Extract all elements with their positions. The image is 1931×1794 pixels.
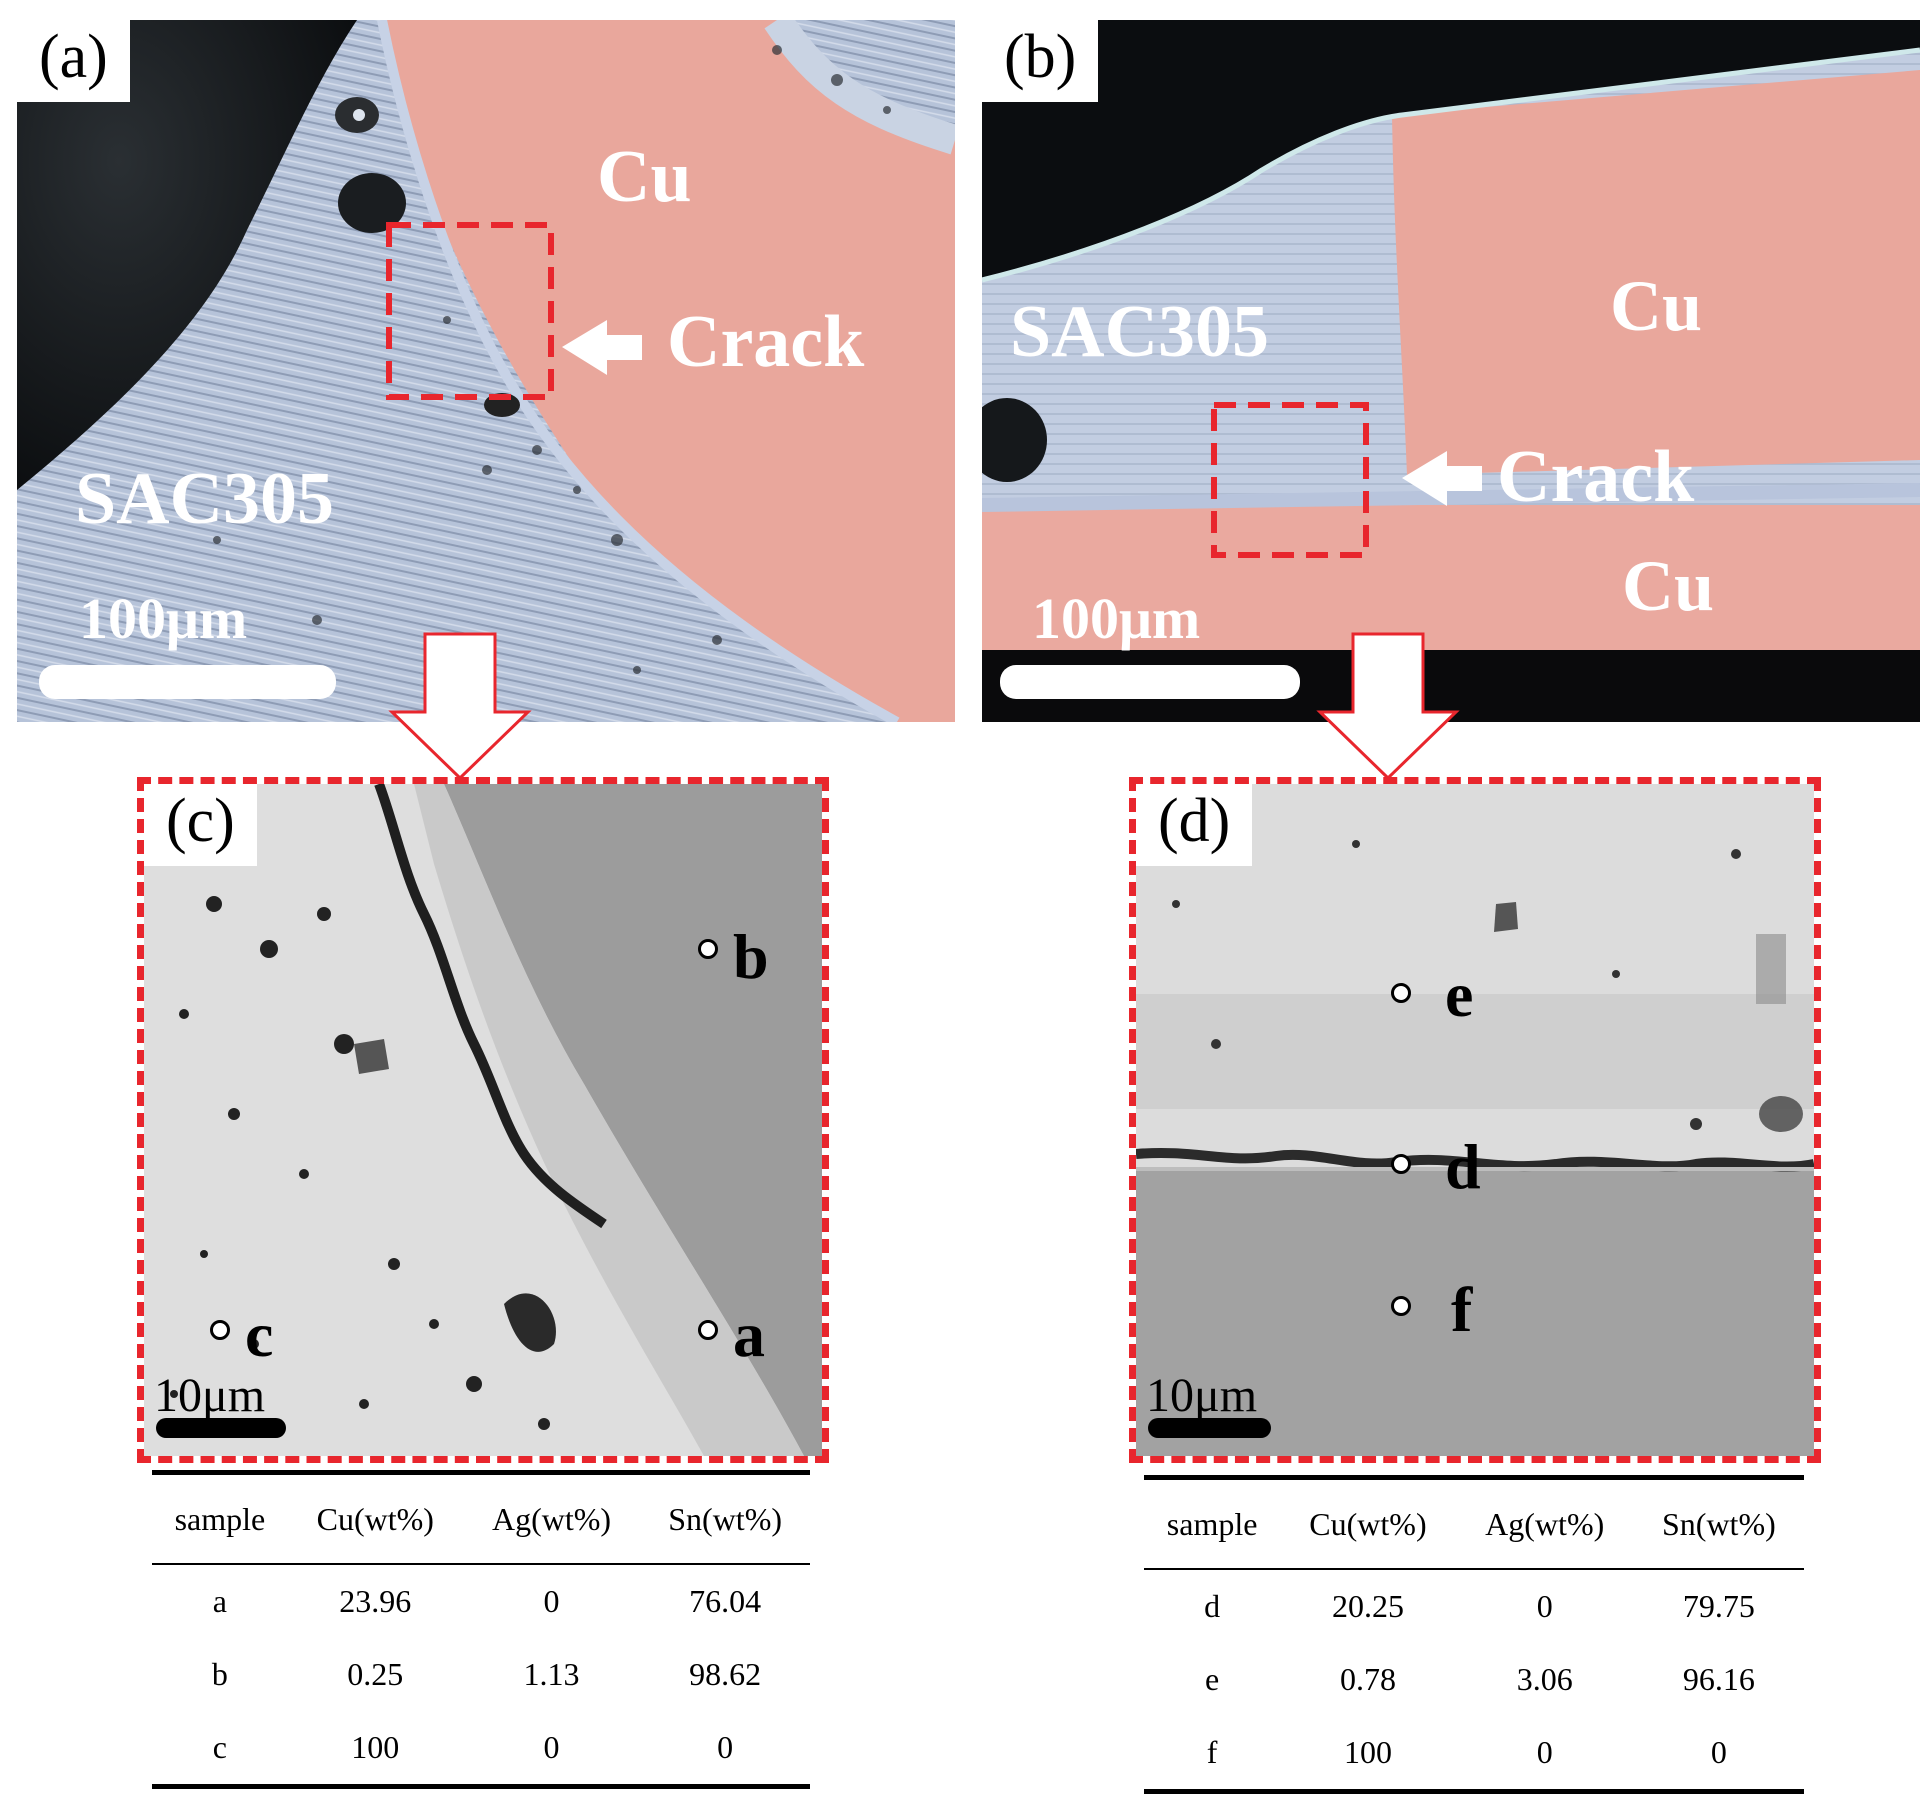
header-cu: Cu(wt%) [1280,1477,1456,1570]
cell: d [1204,1588,1221,1624]
scale-label-a: 100μm [79,586,248,651]
cell: 0 [462,1711,641,1789]
cell: c [152,1711,288,1789]
cell: 100 [1280,1716,1456,1794]
header-sample: sample [1144,1477,1281,1570]
cell: b [211,1656,228,1692]
point-label-f: f [1451,1274,1473,1345]
cu-label-a: Cu [597,136,692,218]
cell: e [1205,1661,1220,1697]
table-row: f 100 0 0 [1144,1716,1804,1794]
cell: 100 [287,1711,463,1789]
header-ag: Ag(wt%) [1455,1477,1634,1570]
point-label-b: b [733,921,769,992]
zoom-arrow-a [388,632,532,781]
header-sample: sample [152,1472,288,1565]
point-label-d: d [1445,1131,1481,1202]
micrograph-a-image [17,20,955,722]
table-header-row: sample Cu(wt%) Ag(wt%) Sn(wt%) [152,1472,810,1565]
point-label-a: a [733,1299,765,1370]
sem-image-d-art [1136,784,1814,1456]
panel-label-d: (d) [1136,784,1253,866]
cell: 76.04 [689,1583,762,1619]
header-ag: Ag(wt%) [462,1472,641,1565]
scale-label-d: 10μm [1146,1369,1258,1422]
table-row: e 0.78 3.06 96.16 [1144,1643,1804,1716]
crack-label-a: Crack [667,301,865,383]
scale-bar-b [1000,665,1300,699]
point-marker-e [1391,983,1411,1003]
table-row: a 23.96 0 76.04 [152,1564,810,1638]
cell: 96.16 [1682,1661,1755,1697]
micrograph-b: (b) Cu Crack Cu SAC305 100μm [982,20,1920,722]
cell: 23.96 [339,1583,412,1619]
cell: 0.25 [347,1656,404,1692]
sem-image-c-art [144,784,822,1456]
table-row: b 0.25 1.13 98.62 [152,1638,810,1711]
micrograph-b-image [982,20,1920,722]
cell: 3.06 [1516,1661,1573,1697]
cell: 20.25 [1331,1588,1404,1624]
cell: a [212,1583,227,1619]
cell: 79.75 [1682,1588,1755,1624]
sem-image-d [1136,784,1814,1456]
sem-frame-c [137,777,829,1463]
solder-label-b: SAC305 [1010,291,1270,373]
scale-bar-d [1148,1418,1271,1438]
table-row: c 100 0 0 [152,1711,810,1789]
zoom-arrow-b [1316,632,1460,781]
point-label-c: c [245,1299,274,1370]
panel-label-a: (a) [17,20,130,102]
cell: 0 [1455,1716,1634,1794]
cu-top-label-b: Cu [1610,266,1703,346]
micrograph-a: (a) Cu Crack SAC305 100μm [17,20,955,722]
point-marker-f [1391,1296,1411,1316]
cell: 0 [1633,1716,1804,1794]
scale-bar-a [39,665,336,699]
cell: 0 [1536,1588,1553,1624]
panel-label-b: (b) [982,20,1099,102]
point-marker-d [1391,1154,1411,1174]
solder-label-a: SAC305 [75,458,335,540]
point-marker-c [210,1320,230,1340]
scale-label-b: 100μm [1032,586,1201,651]
sem-image-c [144,784,822,1456]
point-marker-a [698,1320,718,1340]
crack-label-b: Crack [1497,436,1695,518]
cell: 98.62 [689,1656,762,1692]
header-cu: Cu(wt%) [287,1472,463,1565]
scale-label-c: 10μm [154,1369,266,1422]
panel-label-c: (c) [144,784,257,866]
eds-table-c: sample Cu(wt%) Ag(wt%) Sn(wt%) a 23.96 0… [152,1470,810,1789]
header-sn: Sn(wt%) [1633,1477,1804,1570]
table-row: d 20.25 0 79.75 [1144,1569,1804,1643]
point-label-e: e [1445,959,1474,1030]
cu-bottom-label-b: Cu [1622,546,1715,626]
header-sn: Sn(wt%) [640,1472,810,1565]
cell: 0 [640,1711,810,1789]
point-marker-b [698,939,718,959]
eds-table-d: sample Cu(wt%) Ag(wt%) Sn(wt%) d 20.25 0… [1144,1475,1804,1794]
cell: f [1144,1716,1281,1794]
sem-frame-d [1129,777,1821,1463]
scale-bar-c [156,1418,286,1438]
cell: 0 [543,1583,560,1619]
table-header-row: sample Cu(wt%) Ag(wt%) Sn(wt%) [1144,1477,1804,1570]
cell: 1.13 [523,1656,580,1692]
cell: 0.78 [1339,1661,1396,1697]
